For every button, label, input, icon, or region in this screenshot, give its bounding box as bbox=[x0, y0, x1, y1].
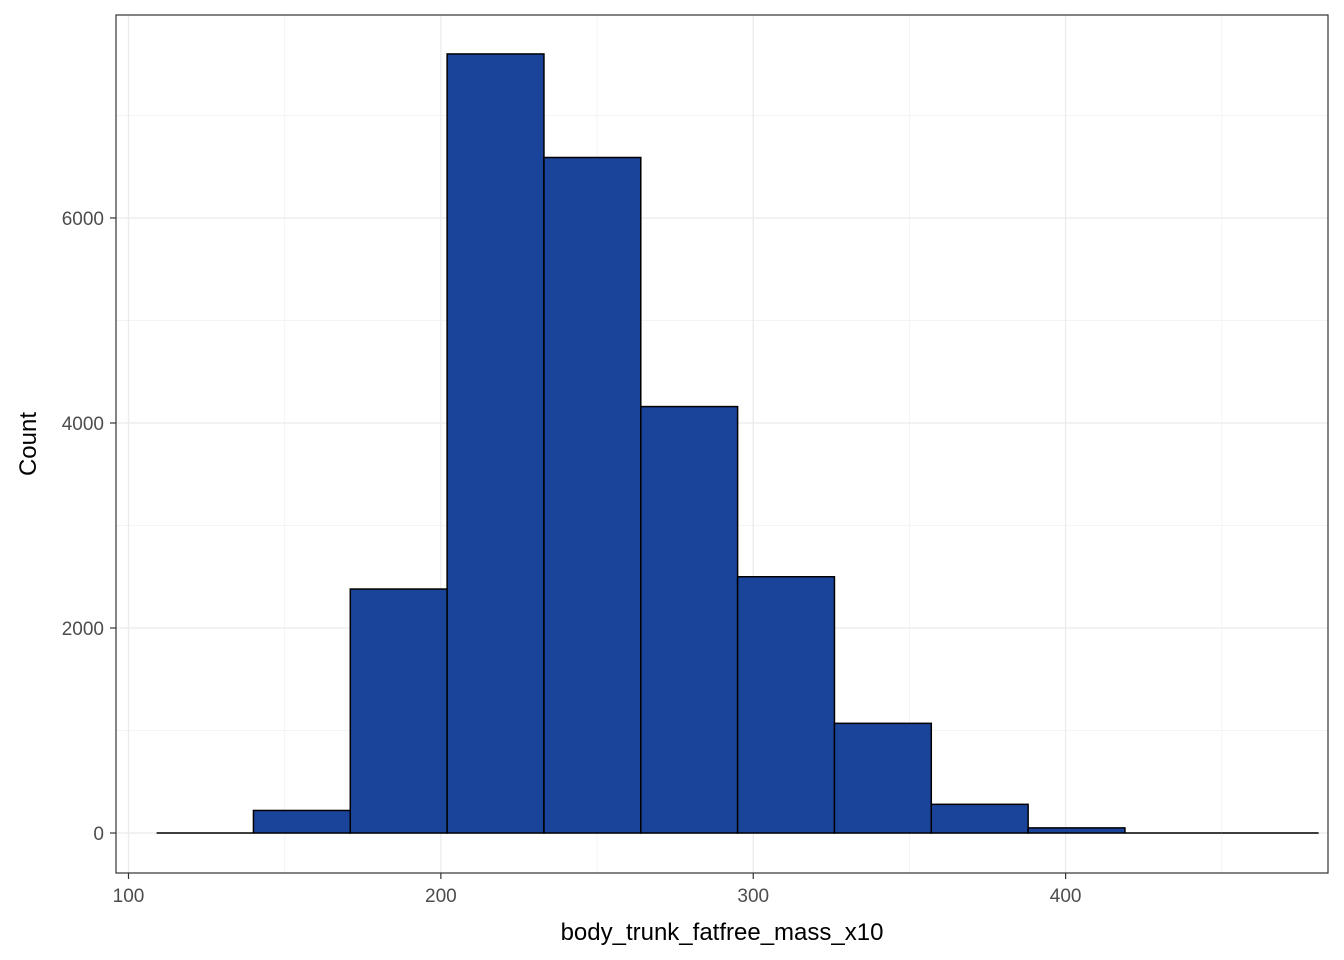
y-tick-label: 2000 bbox=[62, 619, 104, 640]
x-tick-label: 300 bbox=[737, 886, 769, 907]
panel-border bbox=[115, 14, 1329, 874]
histogram-bars bbox=[156, 53, 1319, 834]
x-tick-label: 100 bbox=[113, 886, 145, 907]
histogram-bar bbox=[543, 156, 642, 834]
histogram-bar bbox=[252, 809, 352, 834]
x-axis-title: body_trunk_fatfree_mass_x10 bbox=[561, 919, 884, 946]
histogram-bar bbox=[1027, 827, 1126, 834]
histogram-bar bbox=[446, 53, 545, 834]
histogram-bar bbox=[930, 803, 1029, 834]
x-tick-label: 400 bbox=[1050, 886, 1082, 907]
x-tick-label: 200 bbox=[425, 886, 457, 907]
histogram-bar bbox=[349, 588, 448, 834]
y-tick-label: 0 bbox=[93, 824, 104, 845]
y-tick-label: 6000 bbox=[62, 209, 104, 230]
histogram-bar bbox=[640, 405, 739, 834]
histogram-bar bbox=[833, 722, 933, 834]
y-tick-label: 4000 bbox=[62, 414, 104, 435]
y-axis-title: Count bbox=[15, 412, 42, 476]
histogram-bar bbox=[736, 575, 836, 834]
